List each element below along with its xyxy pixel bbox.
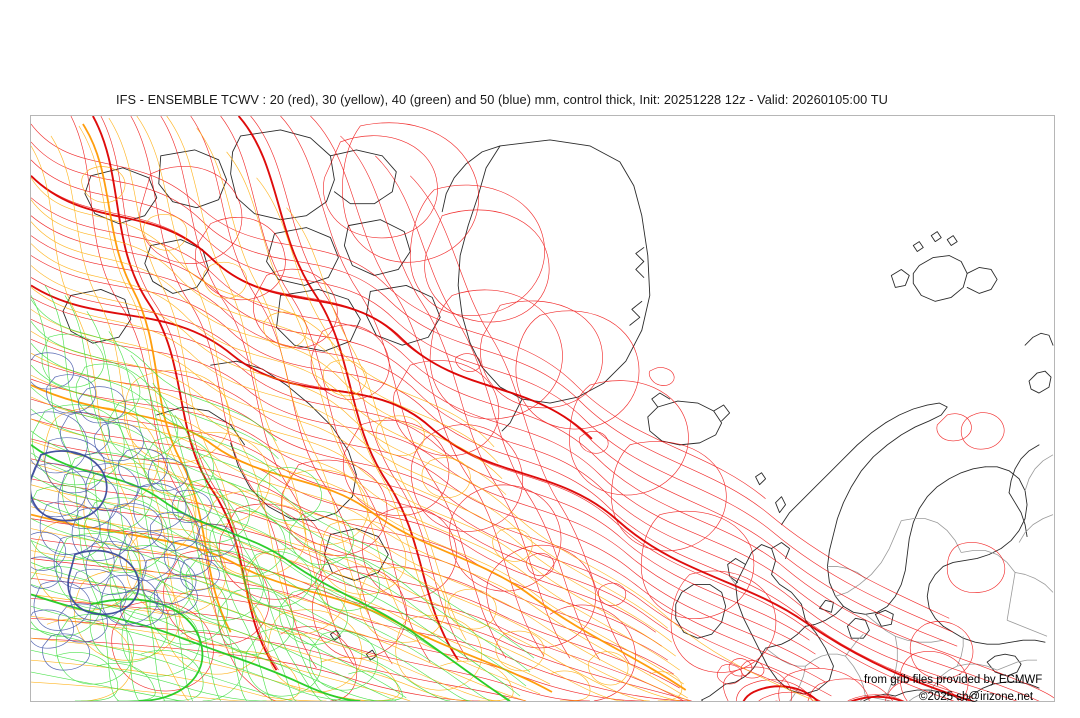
map-canvas	[31, 116, 1054, 701]
contour-group-20mm-red	[31, 116, 1054, 701]
contour-group-40mm-green	[31, 285, 535, 701]
control-contour-50mm-blue	[31, 450, 140, 616]
country-borders-layer	[729, 454, 1054, 701]
credit-source: from grib files provided by ECMWF	[864, 674, 1043, 686]
page-title: IFS - ENSEMBLE TCWV : 20 (red), 30 (yell…	[116, 92, 888, 107]
credit-copyright: ©2025 sb@irizone.net	[919, 691, 1034, 703]
coastlines-layer	[62, 129, 1054, 701]
contour-group-50mm-blue	[31, 352, 236, 671]
map-plot-frame	[30, 115, 1055, 702]
